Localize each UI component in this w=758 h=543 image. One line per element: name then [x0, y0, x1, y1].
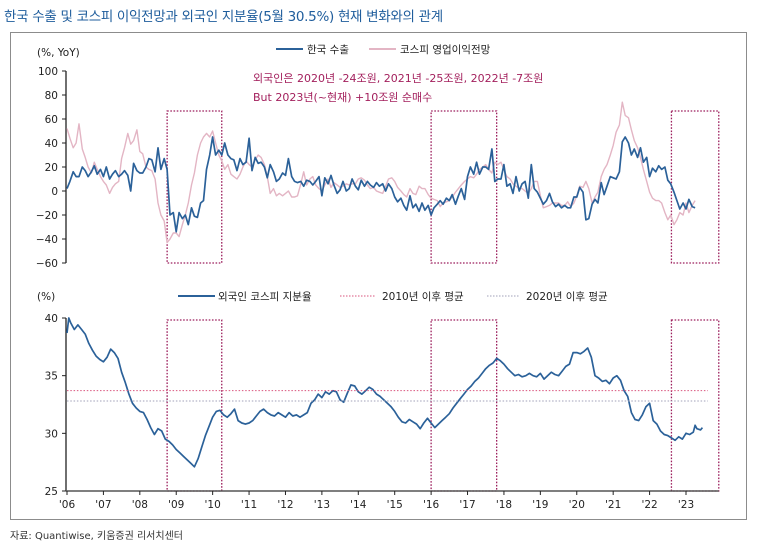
upper-y-tick-label: −20	[36, 210, 58, 222]
x-tick-label: '22	[641, 499, 657, 511]
x-tick-label: '09	[168, 499, 184, 511]
upper-y-tick-label: 80	[45, 90, 58, 102]
x-tick-label: '13	[314, 499, 330, 511]
x-tick-label: '19	[532, 499, 548, 511]
upper-y-tick-label: 20	[45, 162, 58, 174]
upper-y-tick-label: −60	[36, 258, 58, 270]
upper-y-tick-label: 0	[51, 186, 58, 198]
upper-y-tick-label: 40	[45, 138, 58, 150]
x-tick-label: '14	[350, 499, 367, 511]
x-axis: '06 '07 '08 '09 '10 '11 '12 '13 '14 '15 '16 '17 '18 '…	[59, 490, 719, 511]
legend-label-foreign: 외국인 코스피 지분율	[218, 291, 312, 303]
series-line-export	[66, 136, 696, 233]
upper-legend: 한국 수출 코스피 영업이익전망	[276, 43, 491, 56]
lower-highlight-boxes	[166, 319, 720, 492]
x-tick-label: '20	[569, 499, 585, 511]
lower-y-tick-label: 40	[45, 313, 58, 325]
lower-legend: 외국인 코스피 지분율 2010년 이후 평균 2020년 이후 평균	[178, 291, 608, 303]
upper-highlight-box	[166, 110, 223, 264]
series-line-earnings	[66, 101, 696, 244]
x-tick-label: '10	[205, 499, 221, 511]
lower-highlight-box	[430, 319, 498, 492]
x-tick-label: '11	[241, 499, 257, 511]
x-tick-label: '18	[496, 499, 512, 511]
upper-y-axis: −60 −40 −20 0 20 40 60 80 100	[36, 66, 67, 270]
x-tick-label: '06	[59, 499, 76, 511]
lower-y-tick-label: 35	[45, 371, 58, 383]
legend-label-avg2010: 2010년 이후 평균	[382, 291, 464, 303]
x-tick-label: '12	[277, 499, 293, 511]
upper-highlight-box	[430, 110, 498, 264]
upper-y-tick-label: 60	[45, 114, 58, 126]
lower-y-unit: (%)	[37, 291, 55, 303]
lower-series-lines	[66, 317, 708, 468]
source-note: 자료: Quantiwise, 키움증권 리서치센터	[10, 531, 183, 542]
series-line-foreign	[66, 317, 704, 468]
x-tick-label: '16	[423, 499, 440, 511]
legend-label-export: 한국 수출	[307, 44, 349, 56]
lower-y-tick-label: 30	[45, 428, 58, 440]
upper-y-tick-label: −40	[36, 234, 58, 246]
lower-chart: (%) 25 30 35 40 '06 '07 '08 '09 '10 '11 '12 '13 '14…	[37, 291, 720, 511]
chart-frame	[10, 32, 747, 520]
page-title: 한국 수출 및 코스피 이익전망과 외국인 지분율(5월 30.5%) 현재 변…	[4, 9, 443, 25]
lower-y-axis: 25 30 35 40	[45, 313, 67, 498]
upper-y-tick-label: 100	[38, 66, 58, 78]
annotation-line-2: But 2023년(~현재) +10조원 순매수	[253, 91, 432, 104]
upper-highlight-box	[670, 110, 720, 264]
lower-y-tick-label: 25	[45, 486, 58, 498]
upper-y-unit: (%, YoY)	[37, 47, 80, 59]
x-tick-label: '08	[132, 499, 148, 511]
legend-label-avg2020: 2020년 이후 평균	[526, 291, 608, 303]
legend-label-earnings: 코스피 영업이익전망	[400, 43, 491, 56]
x-tick-label: '15	[387, 499, 403, 511]
upper-chart: (%, YoY) −60 −40 −20 0 20 40 60 80 100 한국 수출 코스피…	[36, 43, 720, 270]
annotation-line-1: 외국인은 2020년 -24조원, 2021년 -25조원, 2022년 -7조…	[253, 72, 543, 85]
upper-series-lines	[66, 101, 696, 244]
lower-highlight-box	[670, 319, 720, 492]
x-tick-label: '07	[95, 499, 111, 511]
x-tick-label: '23	[678, 499, 694, 511]
x-tick-label: '17	[459, 499, 475, 511]
upper-highlight-boxes	[166, 110, 720, 264]
x-tick-label: '21	[605, 499, 621, 511]
